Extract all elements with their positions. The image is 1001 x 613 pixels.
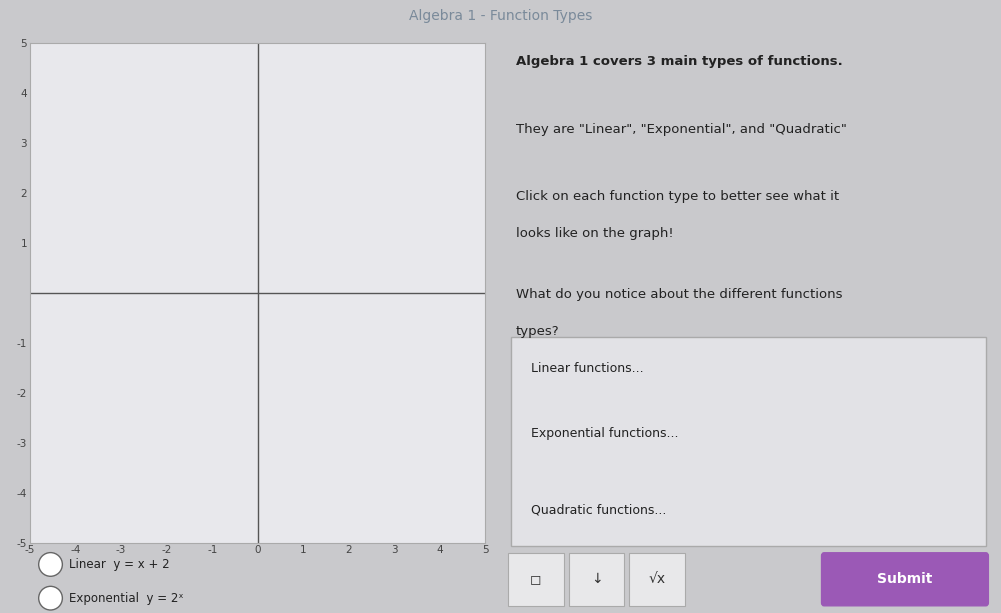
FancyBboxPatch shape <box>569 553 625 606</box>
Text: Exponential  y = 2ˣ: Exponential y = 2ˣ <box>69 592 183 604</box>
Text: Linear  y = x + 2: Linear y = x + 2 <box>69 558 169 571</box>
Text: Submit: Submit <box>877 573 933 586</box>
Text: types?: types? <box>516 325 560 338</box>
FancyBboxPatch shape <box>509 553 564 606</box>
Text: ↓: ↓ <box>591 573 603 586</box>
Text: Quadratic functions...: Quadratic functions... <box>531 504 667 517</box>
Text: ◻: ◻ <box>531 573 542 586</box>
Text: What do you notice about the different functions: What do you notice about the different f… <box>516 288 842 301</box>
FancyBboxPatch shape <box>511 337 986 546</box>
Text: They are "Linear", "Exponential", and "Quadratic": They are "Linear", "Exponential", and "Q… <box>516 123 847 135</box>
Text: looks like on the graph!: looks like on the graph! <box>516 227 674 240</box>
Ellipse shape <box>39 586 62 610</box>
Text: √x: √x <box>649 573 666 586</box>
Text: Algebra 1 covers 3 main types of functions.: Algebra 1 covers 3 main types of functio… <box>516 55 843 68</box>
Text: Exponential functions...: Exponential functions... <box>531 427 679 440</box>
Text: Click on each function type to better see what it: Click on each function type to better se… <box>516 190 839 203</box>
Text: Algebra 1 - Function Types: Algebra 1 - Function Types <box>408 9 593 23</box>
Ellipse shape <box>39 552 62 576</box>
Text: Linear functions...: Linear functions... <box>531 362 644 375</box>
FancyBboxPatch shape <box>822 553 988 606</box>
FancyBboxPatch shape <box>630 553 685 606</box>
